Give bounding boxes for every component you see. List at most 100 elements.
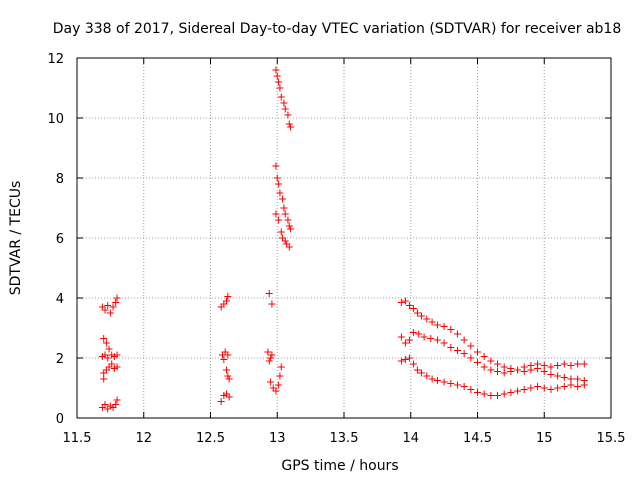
data-point — [540, 368, 548, 375]
data-point — [112, 299, 120, 306]
data-point — [460, 383, 468, 390]
data-point — [428, 318, 436, 326]
x-tick-label: 13.5 — [330, 431, 359, 446]
data-point — [401, 356, 409, 363]
data-point — [520, 368, 528, 375]
data-point — [554, 372, 562, 380]
data-point — [460, 336, 468, 344]
data-point — [467, 342, 475, 350]
data-point — [514, 366, 522, 374]
data-point — [474, 348, 481, 356]
data-point — [507, 389, 515, 396]
data-point — [275, 216, 283, 224]
data-point — [106, 309, 114, 317]
data-point — [580, 381, 588, 389]
data-point — [467, 354, 475, 362]
data-point — [272, 162, 280, 170]
data-point — [514, 387, 522, 395]
data-point — [500, 369, 508, 377]
data-point — [113, 363, 121, 371]
data-point — [409, 329, 417, 336]
data-point — [113, 351, 121, 359]
x-tick-label: 11.5 — [63, 431, 92, 446]
data-point — [272, 66, 280, 74]
data-point — [225, 393, 233, 401]
data-point — [487, 392, 495, 399]
data-point — [574, 375, 582, 383]
data-point — [447, 326, 455, 333]
data-point — [480, 353, 488, 360]
data-point — [405, 354, 413, 362]
data-point — [268, 351, 276, 359]
grid — [77, 58, 611, 418]
y-tick-label: 2 — [56, 352, 64, 367]
data-point — [265, 290, 273, 297]
x-tick-label: 12.5 — [196, 431, 225, 446]
data-point — [547, 363, 555, 371]
data-point — [554, 362, 562, 369]
data-point — [474, 389, 481, 396]
data-point — [277, 93, 285, 101]
data-point — [276, 372, 284, 380]
data-point — [276, 189, 284, 197]
data-point — [223, 297, 231, 305]
y-tick-label: 4 — [56, 292, 64, 307]
data-point — [281, 105, 289, 113]
data-point — [409, 305, 417, 312]
data-point — [420, 333, 428, 341]
data-point — [267, 378, 275, 386]
data-point — [413, 366, 421, 374]
data-point — [272, 210, 280, 218]
data-point — [567, 381, 575, 389]
data-point — [109, 303, 117, 311]
data-point — [433, 321, 441, 329]
data-point — [397, 357, 405, 365]
data-point — [487, 366, 495, 374]
data-point — [100, 335, 108, 342]
data-point — [417, 369, 425, 377]
data-point — [225, 375, 233, 383]
y-axis-label: SDTVAR / TECUs — [8, 181, 24, 296]
data-point — [440, 339, 448, 347]
data-point — [280, 204, 288, 212]
data-point — [423, 315, 431, 323]
data-point — [98, 353, 106, 360]
data-point — [560, 360, 568, 368]
data-point — [423, 372, 431, 380]
data-point — [520, 386, 528, 393]
data-point — [108, 360, 116, 368]
x-tick-label: 14 — [402, 431, 419, 446]
data-point — [397, 299, 405, 306]
data-point — [487, 357, 495, 365]
data-point — [101, 306, 109, 314]
data-point — [284, 111, 292, 119]
data-point — [267, 354, 275, 362]
data-point — [401, 297, 409, 305]
data-point — [527, 366, 535, 374]
y-tick-label: 12 — [47, 52, 64, 67]
data-point — [100, 375, 108, 383]
y-tick-label: 6 — [56, 232, 64, 247]
data-point — [275, 381, 283, 389]
data-point — [281, 237, 289, 245]
data-point — [480, 390, 488, 398]
data-point — [275, 78, 283, 86]
data-point — [428, 375, 436, 383]
data-point — [547, 371, 555, 378]
data-point — [580, 360, 588, 368]
data-point — [223, 366, 231, 374]
x-tick-label: 13 — [269, 431, 286, 446]
data-point — [453, 330, 461, 338]
data-point — [433, 377, 441, 384]
data-point — [547, 386, 555, 393]
data-point — [405, 302, 413, 309]
data-point — [413, 309, 421, 317]
data-point — [405, 336, 413, 344]
data-point — [554, 384, 562, 392]
data-point — [500, 363, 508, 371]
data-point — [272, 387, 280, 395]
data-point — [560, 383, 568, 390]
data-point — [102, 339, 110, 347]
data-point — [494, 392, 502, 399]
